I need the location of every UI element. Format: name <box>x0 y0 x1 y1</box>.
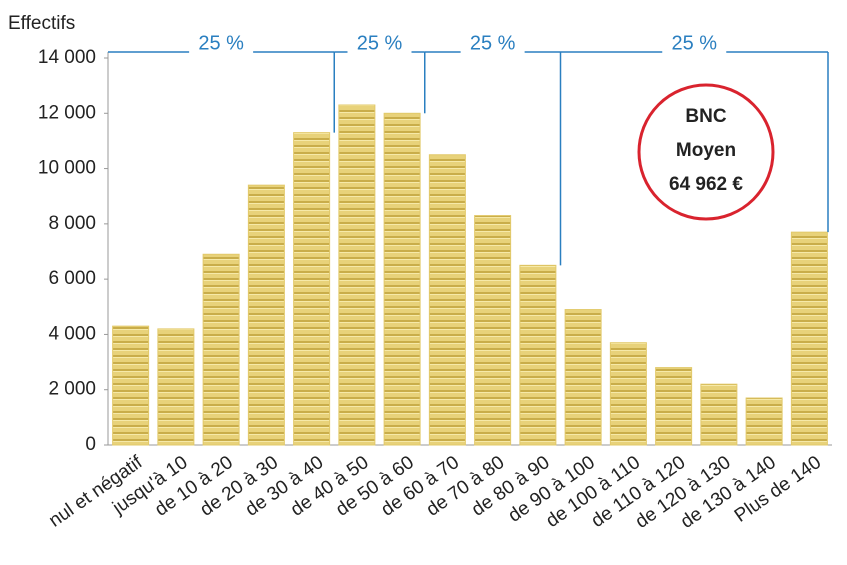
label-bg <box>662 40 727 62</box>
bar <box>157 328 195 446</box>
y-tick-label: 12 000 <box>38 102 96 123</box>
bar <box>564 309 602 446</box>
bar <box>202 253 240 446</box>
y-axis-label: Effectifs <box>8 13 75 34</box>
bar <box>293 132 331 446</box>
bar <box>474 215 512 446</box>
average-badge <box>637 83 775 221</box>
bar <box>428 154 466 446</box>
label-bg <box>189 40 254 62</box>
bar <box>790 231 828 446</box>
y-tick-label: 8 000 <box>48 213 96 234</box>
quartile-label: 25 % <box>198 32 244 54</box>
label-bg <box>460 40 525 62</box>
quartile-label: 25 % <box>470 32 516 54</box>
badge-line: Moyen <box>676 140 736 161</box>
quartile-label: 25 % <box>357 32 403 54</box>
bar <box>338 104 376 446</box>
y-tick-label: 2 000 <box>48 379 96 400</box>
y-tick-label: 0 <box>85 434 96 455</box>
bar <box>745 397 783 446</box>
bar <box>247 184 285 446</box>
bar <box>383 112 421 446</box>
y-tick-label: 10 000 <box>38 158 96 179</box>
y-tick-label: 6 000 <box>48 268 96 289</box>
badge-line: BNC <box>685 106 726 127</box>
label-bg <box>347 40 412 62</box>
bar <box>112 325 150 446</box>
y-tick-label: 14 000 <box>38 47 96 68</box>
bar <box>655 367 693 446</box>
quartile-label: 25 % <box>671 32 717 54</box>
y-tick-label: 4 000 <box>48 323 96 344</box>
bar <box>609 342 647 446</box>
bar <box>519 264 557 446</box>
badge-line: 64 962 € <box>669 174 743 195</box>
bar <box>700 383 738 446</box>
